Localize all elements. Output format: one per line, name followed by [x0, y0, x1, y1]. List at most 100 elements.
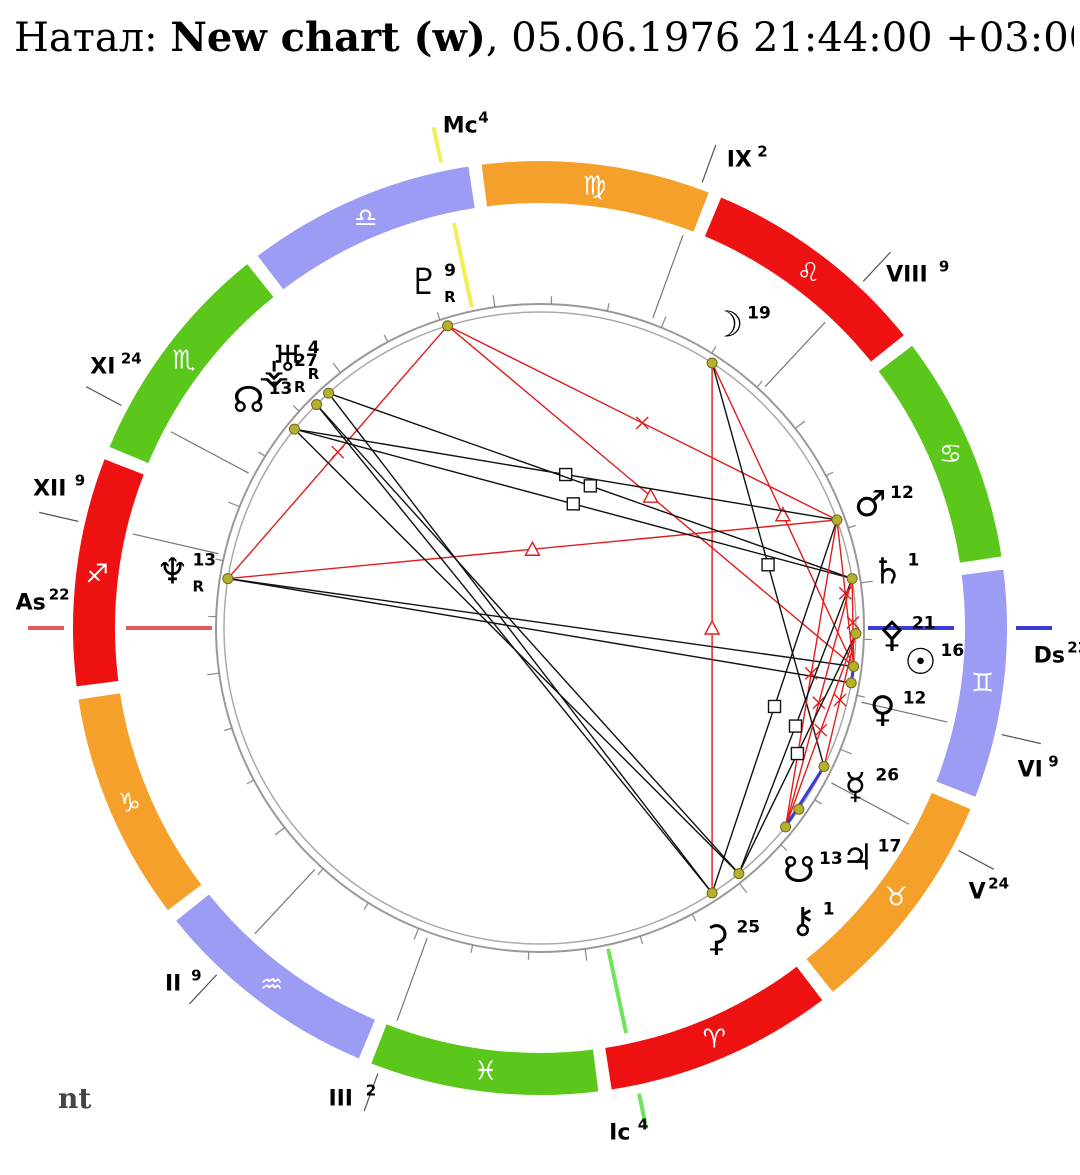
- degree-tick: [317, 868, 324, 876]
- zodiac-segment-capricorn: [76, 690, 205, 914]
- pallas-label: ⚴ 21: [879, 613, 936, 655]
- ceres-position-dot: [706, 887, 718, 899]
- aspect-symbol-square-7: [761, 558, 775, 572]
- house-label-ic: Ic 4: [609, 1116, 648, 1146]
- mars-degree: 12: [890, 483, 914, 503]
- aspect-symbol-sextile-23: [838, 586, 852, 600]
- house-label-name: IX: [727, 148, 752, 173]
- degree-tick: [383, 334, 389, 343]
- ceres-degree: 25: [736, 917, 760, 937]
- degree-tick: [258, 451, 266, 457]
- zodiac-glyph-leo: ♌︎: [797, 258, 820, 288]
- house-label-name: XI: [90, 354, 115, 379]
- vesta-position-dot: [311, 399, 323, 411]
- house-label-degree: 24: [121, 349, 142, 367]
- zodiac-glyph-pisces: ♓︎: [474, 1057, 497, 1087]
- house-label-name: Ds: [1034, 644, 1065, 669]
- uranus-degree: 4: [308, 338, 320, 358]
- uranus-label: ♅ 4 R: [272, 338, 320, 383]
- chart-title: Натал: New chart (w), 05.06.1976 21:44:0…: [14, 10, 1074, 70]
- moon-label: ☽ 19: [711, 303, 771, 345]
- neptune-icon: ♆: [156, 551, 188, 592]
- house-label-ix: IX 2: [727, 143, 768, 173]
- house-label-degree: 2: [757, 143, 767, 161]
- neptune-retrograde: R: [192, 577, 204, 595]
- house-label-as: As 22: [16, 585, 70, 615]
- house-label-degree: 9: [1048, 753, 1058, 771]
- saturn-position-dot: [846, 573, 858, 585]
- house-label-name: VIII: [886, 263, 928, 288]
- aspect-symbol-square-11: [583, 479, 598, 493]
- zodiac-glyph-libra: ♎︎: [354, 203, 377, 233]
- zodiac-segment-gemini: [933, 567, 1009, 800]
- aspect-symbol-sextile-17: [804, 666, 818, 680]
- degree-tick: [215, 558, 224, 562]
- degree-tick: [606, 303, 610, 312]
- saturn-icon: ♄: [871, 551, 903, 592]
- house-cusp-inner-8: [652, 235, 684, 319]
- mars-icon: ♂: [854, 484, 886, 525]
- south-node-label: ☋ 13: [783, 849, 843, 891]
- neptune-label: ♆ 13 R: [156, 550, 216, 595]
- south-node-icon: ☋: [783, 850, 815, 891]
- chart-details: , 05.06.1976 21:44:00 +03:00, Тв...: [485, 15, 1074, 61]
- mercury-label: ☿ 26: [844, 766, 899, 808]
- zodiac-ring: ♈︎ ♉︎ ♊︎ ♋︎ ♌︎ ♍︎ ♎︎ ♏︎ ♐︎ ♑︎ ♒︎ ♓︎: [71, 159, 1009, 1097]
- house-cusp-inner-2: [396, 937, 428, 1021]
- house-cusp-inner-7: [764, 321, 826, 388]
- house-label-name: VI: [1018, 758, 1043, 783]
- saturn-degree: 1: [908, 550, 920, 570]
- house-cusp-outer-2: [363, 1073, 379, 1112]
- house-label-name: Ic: [609, 1121, 630, 1146]
- house-label-vi: VI 9: [1018, 753, 1059, 783]
- pallas-degree: 21: [912, 613, 936, 633]
- house-label-degree: 2: [366, 1081, 376, 1099]
- zodiac-glyph-virgo: ♍︎: [583, 171, 606, 201]
- degree-tick: [246, 779, 255, 785]
- chiron-position-dot: [733, 868, 745, 880]
- aspect-symbol-sextile-4: [635, 416, 649, 430]
- degree-tick: [228, 501, 240, 508]
- degree-tick: [660, 316, 667, 328]
- neptune-position-dot: [222, 573, 234, 585]
- pluto-icon: ♇: [408, 262, 440, 303]
- inner-ring-line: [223, 311, 857, 945]
- degree-tick: [413, 928, 420, 940]
- house-cusp-outer-10: [85, 386, 122, 407]
- house-label-mc: Mc 4: [443, 108, 489, 138]
- house-label-name: As: [16, 590, 46, 615]
- venus-icon: ♀: [870, 689, 896, 730]
- jupiter-degree: 17: [878, 836, 902, 856]
- aspect-lines-layer: [227, 325, 860, 894]
- house-label-degree: 9: [191, 966, 201, 984]
- zodiac-glyph-taurus: ♉︎: [885, 882, 908, 912]
- planets-layer: ☉ 16☽ 19☿ 26♀ 12♂ 12♃ 17♄ 1♅ 4R♆ 13R♇ 9R☊ 13☋ 13⚷ 1⚳ 2…: [156, 261, 964, 959]
- degree-tick: [794, 420, 806, 429]
- house-label-v: V 24: [969, 875, 1009, 905]
- house-lines-layer: [28, 126, 1052, 1130]
- house-label-ds: Ds22: [1034, 639, 1080, 669]
- house-axis-inner-mc: [451, 222, 474, 308]
- house-label-degree: 9: [939, 258, 949, 276]
- zodiac-segment-libra: [254, 164, 478, 293]
- sun-icon: ☉: [904, 642, 936, 683]
- chiron-degree: 1: [823, 900, 835, 920]
- degree-tick: [224, 727, 233, 732]
- pallas-position-dot: [850, 628, 862, 640]
- house-axis-outer-ic: [637, 1093, 649, 1130]
- degree-tick: [207, 672, 220, 676]
- zodiac-glyph-aries: ♈︎: [703, 1025, 726, 1055]
- aspect-opposition-15: [293, 428, 740, 875]
- house-cusp-outer-7: [862, 251, 891, 282]
- chiron-icon: ⚷: [790, 901, 816, 942]
- mercury-position-dot: [818, 761, 830, 773]
- house-cusp-outer-8: [701, 144, 717, 183]
- uranus-position-dot: [323, 387, 335, 399]
- house-label-degree: 22: [49, 585, 70, 603]
- zodiac-glyph-sagittarius: ♐︎: [86, 560, 109, 590]
- house-label-iii: III 2: [328, 1081, 376, 1111]
- sun-position-dot: [848, 661, 860, 673]
- north-node-icon: ☊: [233, 380, 265, 421]
- degree-tick: [739, 882, 748, 894]
- jupiter-position-dot: [793, 803, 805, 815]
